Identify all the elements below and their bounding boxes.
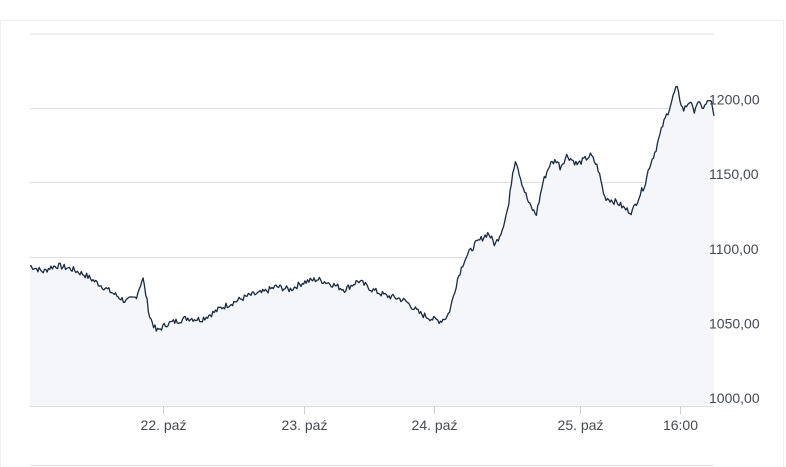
y-tick-label: 1000,00 <box>709 390 760 406</box>
x-axis-labels: 22. paź 23. paź 24. paź 25. paź 16:00 <box>141 406 698 433</box>
x-tick-label: 25. paź <box>558 417 604 433</box>
y-axis-labels: 1000,00 1050,00 1100,00 1150,00 1200,00 <box>709 92 760 406</box>
area-fill <box>30 86 714 406</box>
x-tick-label: 23. paź <box>282 417 328 433</box>
x-tick-label: 22. paź <box>141 417 187 433</box>
chart-frame <box>0 20 784 467</box>
x-tick-label: 24. paź <box>412 417 458 433</box>
y-tick-label: 1100,00 <box>709 241 759 257</box>
y-tick-label: 1200,00 <box>709 92 760 108</box>
x-tick-label: 16:00 <box>663 417 698 433</box>
y-tick-label: 1050,00 <box>709 315 760 331</box>
y-tick-label: 1150,00 <box>709 166 759 182</box>
price-line <box>29 85 715 332</box>
